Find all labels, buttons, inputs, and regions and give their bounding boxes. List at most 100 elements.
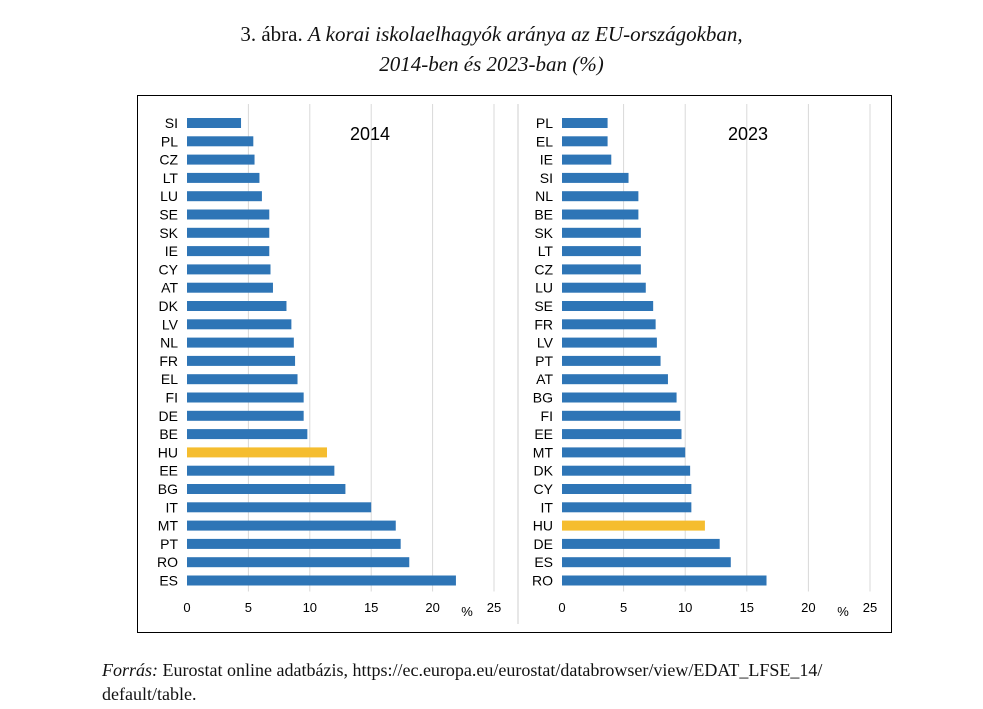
bar-SK: [562, 227, 641, 238]
category-label: SI: [540, 170, 553, 186]
bar-CY: [562, 484, 692, 494]
category-label: AT: [536, 371, 553, 387]
category-label: EL: [161, 371, 178, 387]
bar-BE: [562, 209, 639, 220]
source-text: Eurostat online adatbázis, https://ec.eu…: [162, 660, 823, 680]
category-label: DE: [159, 408, 178, 424]
chart-panel-2023: 2023 PL EL IE SI NL BE SK LT CZ LU SE FR LV PT AT BG FI EE…: [532, 104, 877, 619]
category-label: CY: [534, 481, 554, 497]
category-label: CZ: [534, 261, 553, 277]
bar-AT: [187, 282, 273, 293]
figure-title-text: A korai iskolaelhagyók aránya az EU-orsz…: [307, 22, 743, 46]
category-label: IT: [166, 499, 179, 515]
chart-panel-2014: 2014 SI PL CZ LT LU SE SK IE CY AT DK LV NL FR EL FI DE BE…: [157, 104, 501, 619]
bar-BE: [187, 429, 308, 440]
x-axis-unit: %: [837, 604, 849, 619]
panel-title: 2023: [728, 124, 768, 144]
category-label: LT: [163, 170, 179, 186]
bar-CY: [187, 264, 271, 275]
panel-title: 2014: [350, 124, 390, 144]
bar-FR: [562, 319, 656, 330]
bar-IE: [187, 246, 270, 257]
category-label: EE: [534, 426, 553, 442]
category-label: IT: [541, 499, 554, 515]
bar-AT: [562, 374, 668, 385]
category-label: BE: [534, 207, 553, 223]
bar-EE: [562, 429, 682, 440]
bar-FI: [187, 392, 304, 403]
figure-title-line-1: 3. ábra. A korai iskolaelhagyók aránya a…: [0, 22, 983, 47]
x-tick-label: 15: [740, 600, 754, 615]
x-tick-label: 20: [801, 600, 815, 615]
category-label: SE: [534, 298, 553, 314]
bar-DE: [562, 538, 720, 549]
category-label: DK: [534, 463, 554, 479]
category-label: RO: [157, 554, 178, 570]
category-label: DK: [159, 298, 179, 314]
category-label: MT: [158, 518, 179, 534]
bar-SE: [562, 301, 654, 311]
bar-SI: [562, 172, 629, 183]
bar-PL: [562, 118, 608, 128]
x-tick-label: 5: [245, 600, 252, 615]
category-label: HU: [158, 444, 178, 460]
bar-EE: [187, 465, 335, 476]
bar-FR: [187, 355, 296, 366]
category-label: EE: [159, 463, 178, 479]
category-label: ES: [534, 554, 553, 570]
bar-CZ: [562, 264, 641, 275]
bar-DE: [187, 410, 304, 421]
bar-LU: [562, 282, 646, 293]
bar-LU: [187, 191, 262, 202]
category-label: FI: [166, 390, 178, 406]
category-label: PL: [161, 133, 178, 149]
category-label: SE: [159, 207, 178, 223]
category-label: LV: [537, 335, 554, 351]
category-label: PT: [160, 536, 178, 552]
category-label: BG: [158, 481, 178, 497]
category-label: CZ: [159, 152, 178, 168]
bar-MT: [562, 447, 686, 458]
bar-NL: [562, 191, 639, 202]
category-label: CY: [159, 261, 179, 277]
category-label: DE: [534, 536, 553, 552]
bar-PL: [187, 136, 254, 147]
chart-area: 2014 SI PL CZ LT LU SE SK IE CY AT DK LV NL FR EL FI DE BE…: [157, 104, 877, 624]
x-tick-label: 20: [425, 600, 439, 615]
bar-EL: [562, 136, 608, 147]
bar-RO: [562, 575, 767, 586]
category-label: BG: [533, 390, 553, 406]
bar-ES: [562, 557, 731, 568]
category-label: LV: [162, 316, 179, 332]
bar-LV: [187, 319, 292, 330]
bar-LT: [562, 246, 641, 257]
bar-IT: [187, 502, 372, 513]
category-label: IE: [165, 243, 178, 259]
bar-SI: [187, 118, 242, 128]
category-label: FI: [541, 408, 553, 424]
x-tick-label: 25: [863, 600, 877, 615]
category-label: LT: [538, 243, 554, 259]
x-tick-label: 0: [558, 600, 565, 615]
category-label: SK: [534, 225, 553, 241]
category-label: EL: [536, 133, 553, 149]
category-label: AT: [161, 280, 178, 296]
figure-title-line-2: 2014-ben és 2023-ban (%): [0, 52, 983, 77]
category-label: SI: [165, 115, 178, 131]
source-text-2: default/table.: [102, 684, 197, 704]
category-label: BE: [159, 426, 178, 442]
category-label: IE: [540, 152, 553, 168]
category-label: MT: [533, 444, 554, 460]
bar-RO: [187, 557, 410, 568]
chart-frame: 2014 SI PL CZ LT LU SE SK IE CY AT DK LV NL FR EL FI DE BE…: [137, 95, 892, 633]
bar-MT: [187, 520, 396, 531]
bar-DK: [562, 465, 691, 476]
x-tick-label: 10: [678, 600, 692, 615]
bar-SK: [187, 227, 270, 238]
source-label: Forrás:: [102, 660, 159, 680]
bar-IE: [562, 154, 612, 165]
category-label: NL: [535, 188, 553, 204]
category-label: HU: [533, 518, 553, 534]
bar-CZ: [187, 154, 255, 165]
bar-EL: [187, 374, 298, 385]
